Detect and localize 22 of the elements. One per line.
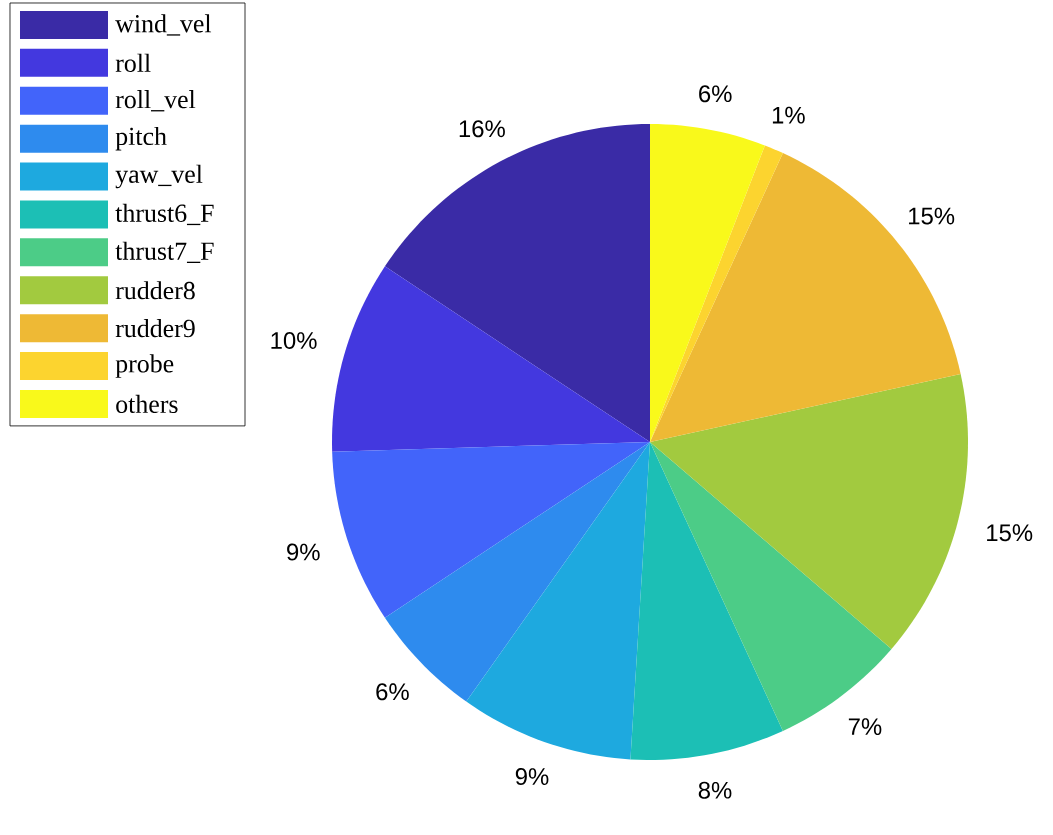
- data-label: 16%: [459, 120, 505, 138]
- legend-label: roll: [115, 53, 151, 72]
- data-label: 6%: [699, 85, 732, 103]
- legend-label: pitch: [115, 126, 167, 151]
- legend-label: yaw_vel: [115, 164, 203, 189]
- legend-label: wind_vel: [115, 14, 212, 36]
- data-label: 15%: [987, 524, 1033, 542]
- data-label: 7%: [848, 718, 882, 735]
- legend-label: probe: [115, 354, 174, 378]
- data-label: 6%: [376, 683, 409, 701]
- data-label: 9%: [287, 543, 320, 561]
- legend-label: others: [116, 394, 178, 414]
- data-label: 10%: [271, 332, 317, 349]
- data-label: 9%: [515, 768, 549, 786]
- legend-label: rudder8: [115, 281, 195, 300]
- legend-label: thrust6_F: [115, 203, 214, 226]
- data-label: 8%: [698, 781, 732, 799]
- legend-label: roll_vel: [115, 90, 196, 112]
- legend-label: thrust7_F: [115, 241, 214, 264]
- data-label: 1%: [772, 106, 805, 124]
- legend-label: rudder9: [115, 319, 195, 338]
- data-label: 15%: [909, 207, 955, 225]
